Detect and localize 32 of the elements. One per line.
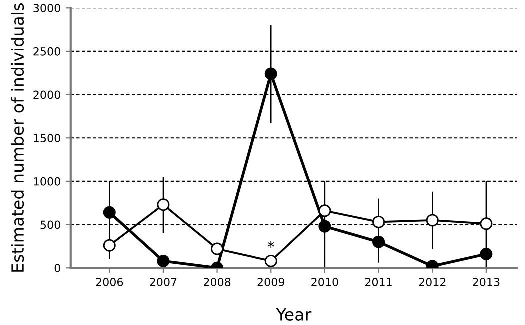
x-tick-label: 2009 — [258, 278, 284, 286]
point — [372, 236, 386, 248]
point — [480, 248, 493, 261]
y-tick-label: 1000 — [34, 177, 60, 186]
annotation: * — [268, 241, 274, 248]
y-tick-label: 500 — [40, 220, 60, 230]
x-tick-label: 2013 — [473, 278, 500, 286]
x-tick-label: 2007 — [150, 278, 177, 286]
y-tick-label: 3000 — [34, 4, 60, 13]
x-tick-label: 2012 — [419, 278, 446, 286]
x-tick-label: 2008 — [204, 278, 231, 286]
y-tick-label: 2000 — [34, 90, 60, 100]
point — [211, 242, 224, 256]
point — [264, 68, 278, 80]
point — [264, 254, 278, 268]
point — [372, 216, 386, 228]
point — [157, 198, 170, 212]
point — [480, 218, 493, 230]
point — [103, 239, 116, 252]
x-tick-label: 2006 — [96, 278, 124, 286]
y-tick-label: 1500 — [34, 134, 60, 143]
y-tick-label: 0 — [54, 264, 60, 273]
x-tick-label: 2011 — [365, 278, 392, 286]
point — [318, 204, 332, 218]
y-axis-title: Estimated number of individuals — [11, 4, 24, 272]
x-tick-label: 2010 — [312, 278, 338, 286]
point — [157, 254, 170, 268]
point — [103, 206, 116, 219]
y-tick-label: 2500 — [34, 47, 60, 56]
point — [318, 220, 332, 233]
point — [426, 214, 439, 227]
x-axis-title: Year — [276, 308, 312, 321]
